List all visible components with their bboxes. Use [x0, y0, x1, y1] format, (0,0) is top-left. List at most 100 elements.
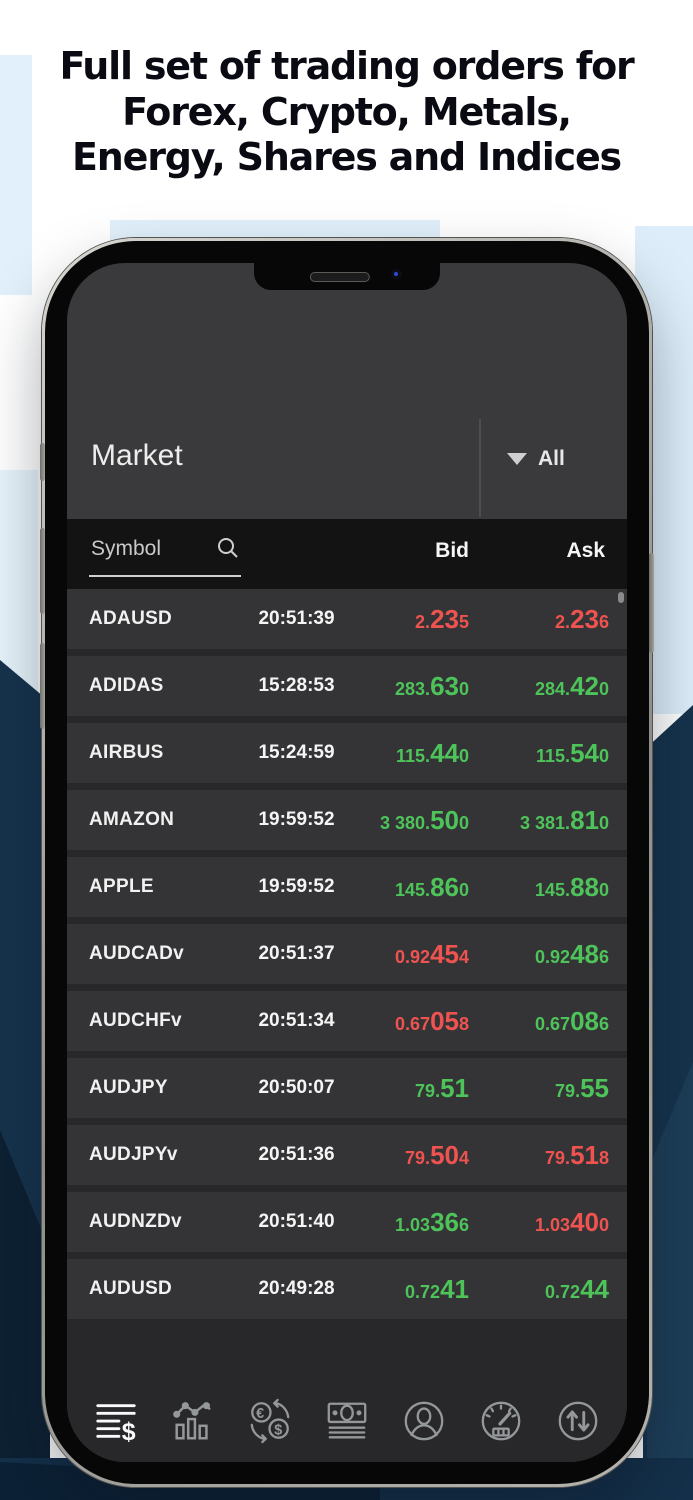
watchlist-row[interactable]: AUDCHFv 20:51:34 0.67058 0.67086	[67, 991, 627, 1051]
bid-big: 63	[430, 670, 459, 701]
scrollbar-thumb[interactable]	[618, 592, 624, 603]
row-symbol: AUDCADv	[89, 943, 184, 964]
search-underline	[89, 575, 241, 577]
ask-pre: 0.72	[545, 1281, 581, 1302]
ask-pre: 2.	[555, 611, 571, 632]
symbol-search-placeholder: Symbol	[91, 537, 162, 560]
bid-pre: 79.	[415, 1080, 441, 1101]
bid-post: 6	[458, 1214, 469, 1235]
row-symbol: AUDUSD	[89, 1278, 173, 1299]
phone-bezel: Market All Symbol	[45, 241, 649, 1484]
row-ask-price: 79.518	[469, 1140, 609, 1171]
row-ask-price: 1.03400	[469, 1207, 609, 1238]
watchlist-row[interactable]: AUDUSD 20:49:28 0.7241 0.7244	[67, 1259, 627, 1319]
row-bid-price: 0.92454	[354, 939, 469, 970]
svg-text:$: $	[274, 1422, 282, 1438]
row-ask-price: 115.540	[469, 738, 609, 769]
notch	[254, 263, 440, 290]
symbol-search-input[interactable]: Symbol	[89, 537, 241, 577]
nav-charts-button[interactable]	[168, 1397, 218, 1447]
row-ask-price: 3 381.810	[469, 805, 609, 836]
chevron-down-icon	[507, 453, 527, 465]
watchlist-body: ADAUSD 20:51:39 2.235 2.236 ADIDAS 15:28…	[67, 589, 627, 1462]
column-header-ask[interactable]: Ask	[566, 539, 605, 562]
nav-trade-button[interactable]	[553, 1397, 603, 1447]
bid-pre: 0.92	[395, 946, 431, 967]
row-bid-price: 2.235	[354, 604, 469, 635]
row-symbol: AIRBUS	[89, 742, 164, 763]
headline-line1: Full set of trading orders for	[59, 44, 634, 88]
bid-pre: 79.	[405, 1147, 431, 1168]
column-header-bid[interactable]: Bid	[435, 539, 469, 562]
bid-post: 4	[458, 1147, 469, 1168]
nav-quotes-button[interactable]: $	[91, 1397, 141, 1447]
nav-cash-button[interactable]	[322, 1397, 372, 1447]
ask-post: 0	[598, 678, 609, 699]
bid-big: 23	[430, 603, 459, 634]
search-icon[interactable]	[215, 535, 241, 566]
ask-big: 40	[570, 1206, 599, 1237]
watchlist-row[interactable]: AUDNZDv 20:51:40 1.03366 1.03400	[67, 1192, 627, 1252]
bid-big: 45	[430, 938, 459, 969]
watchlist-rows: ADAUSD 20:51:39 2.235 2.236 ADIDAS 15:28…	[67, 589, 627, 1319]
bid-pre: 3 380.	[380, 812, 431, 833]
row-bid-price: 3 380.500	[354, 805, 469, 836]
row-ask-price: 2.236	[469, 604, 609, 635]
watchlist-row[interactable]: AUDJPYv 20:51:36 79.504 79.518	[67, 1125, 627, 1185]
page-title: Full set of trading orders for Forex, Cr…	[0, 44, 693, 181]
ask-pre: 0.92	[535, 946, 571, 967]
row-ask-price: 79.55	[469, 1073, 609, 1104]
ask-post: 6	[598, 611, 609, 632]
bid-big: 50	[430, 1139, 459, 1170]
bid-pre: 145.	[395, 879, 431, 900]
row-time: 20:50:07	[258, 1077, 335, 1098]
nav-exchange-button[interactable]: € $	[245, 1397, 295, 1447]
filter-dropdown[interactable]: All	[507, 447, 565, 471]
bottom-nav-bar: $	[67, 1390, 627, 1454]
ask-pre: 115.	[536, 745, 571, 766]
filter-label: All	[538, 447, 565, 470]
row-time: 20:49:28	[258, 1278, 335, 1299]
row-symbol: ADAUSD	[89, 608, 173, 629]
bid-big: 44	[430, 737, 459, 768]
row-symbol: AUDJPY	[89, 1077, 168, 1098]
svg-text:€: €	[256, 1406, 264, 1422]
row-time: 20:51:40	[258, 1211, 335, 1232]
ask-post: 0	[598, 1214, 609, 1235]
bid-pre: 0.67	[395, 1013, 431, 1034]
bid-post: 0	[458, 678, 469, 699]
bid-post: 4	[458, 946, 469, 967]
watchlist-row[interactable]: AMAZON 19:59:52 3 380.500 3 381.810	[67, 790, 627, 850]
row-time: 19:59:52	[258, 876, 335, 897]
row-bid-price: 0.7241	[354, 1274, 469, 1305]
row-ask-price: 0.7244	[469, 1274, 609, 1305]
ask-post: 0	[598, 812, 609, 833]
row-symbol: AUDCHFv	[89, 1010, 182, 1031]
exchange-icon: € $	[247, 1398, 293, 1447]
watchlist-row[interactable]: ADIDAS 15:28:53 283.630 284.420	[67, 656, 627, 716]
watchlist-row[interactable]: AUDCADv 20:51:37 0.92454 0.92486	[67, 924, 627, 984]
watchlist-row[interactable]: AIRBUS 15:24:59 115.440 115.540	[67, 723, 627, 783]
ask-pre: 79.	[545, 1147, 571, 1168]
cash-icon	[324, 1398, 370, 1447]
row-symbol: AUDNZDv	[89, 1211, 182, 1232]
ask-post: 6	[598, 946, 609, 967]
power-button	[649, 553, 654, 653]
bid-post: 8	[458, 1013, 469, 1034]
app-screen: Market All Symbol	[67, 263, 627, 1462]
bg-shape-blue	[0, 55, 32, 295]
volume-up-button	[40, 528, 45, 614]
bid-post: 5	[458, 611, 469, 632]
row-bid-price: 145.860	[354, 872, 469, 903]
ask-big: 08	[570, 1005, 599, 1036]
nav-profile-button[interactable]	[399, 1397, 449, 1447]
bid-pre: 115.	[396, 745, 431, 766]
watchlist-row[interactable]: ADAUSD 20:51:39 2.235 2.236	[67, 589, 627, 649]
watchlist-row[interactable]: AUDJPY 20:50:07 79.51 79.55	[67, 1058, 627, 1118]
trade-icon	[555, 1398, 601, 1447]
watchlist-row[interactable]: APPLE 19:59:52 145.860 145.880	[67, 857, 627, 917]
bid-post: 0	[458, 879, 469, 900]
row-time: 20:51:34	[258, 1010, 335, 1031]
nav-gauge-button[interactable]	[476, 1397, 526, 1447]
row-bid-price: 283.630	[354, 671, 469, 702]
